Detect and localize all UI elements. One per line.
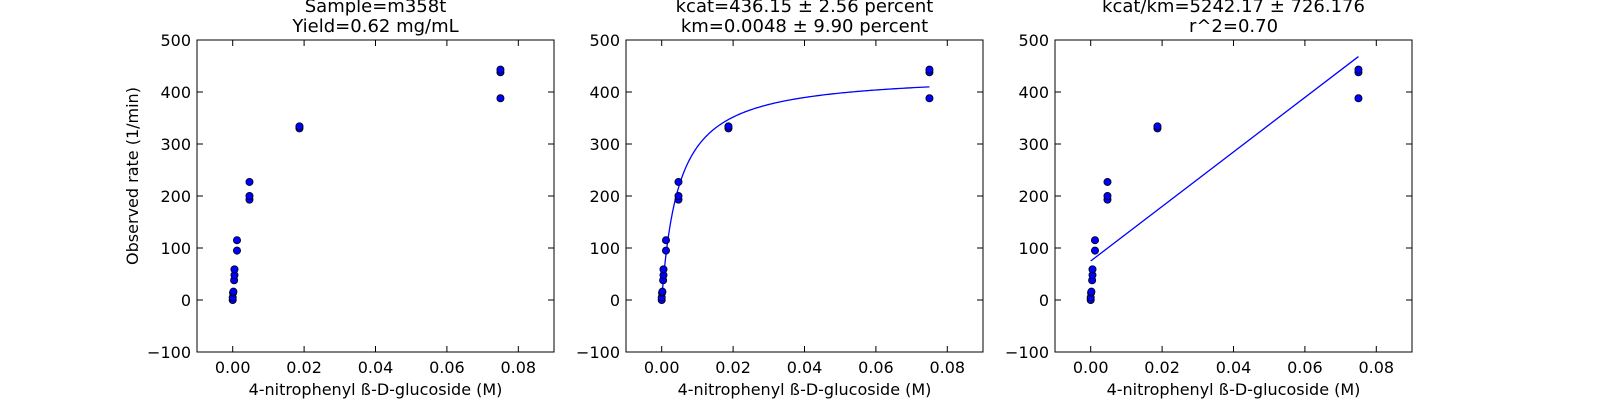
x-tick-label: 0.02 — [1144, 358, 1180, 377]
x-tick-label: 0.00 — [1073, 358, 1109, 377]
y-tick-label: −100 — [576, 343, 620, 362]
x-tick-label: 0.06 — [1287, 358, 1323, 377]
data-point — [1087, 287, 1096, 296]
chart-panel-2: 0.00 0.02 0.04 0.06 0.08 −100 0 100 200 300 400 500… — [576, 0, 984, 399]
data-point — [658, 287, 667, 296]
data-point — [245, 191, 254, 200]
x-tick-label: 0.08 — [500, 358, 536, 377]
data-point — [925, 65, 934, 74]
chart-title-line-1: kcat=436.15 ± 2.56 percent — [676, 0, 934, 17]
data-point — [245, 177, 254, 186]
data-point — [232, 246, 241, 255]
data-point — [496, 94, 505, 103]
y-tick-label: 200 — [1018, 187, 1049, 206]
fit-line — [661, 86, 930, 301]
y-tick-label: 0 — [181, 291, 191, 310]
x-tick-label: 0.00 — [215, 358, 251, 377]
plot-frame — [196, 39, 555, 353]
data-point — [295, 122, 304, 131]
data-point — [1354, 65, 1363, 74]
x-tick-label: 0.08 — [1358, 358, 1394, 377]
data-point — [1153, 122, 1162, 131]
y-tick-label: −100 — [147, 343, 191, 362]
x-axis-label: 4-nitrophenyl ß-D-glucoside (M) — [249, 380, 503, 399]
data-point — [1103, 191, 1112, 200]
x-tick-label: 0.00 — [644, 358, 680, 377]
data-point — [674, 177, 683, 186]
x-axis-label: 4-nitrophenyl ß-D-glucoside (M) — [1107, 380, 1361, 399]
data-point — [661, 246, 670, 255]
chart-title-line-2: r^2=0.70 — [1189, 16, 1278, 37]
x-tick-label: 0.06 — [858, 358, 894, 377]
chart-title-line-1: kcat/km=5242.17 ± 726.176 — [1102, 0, 1365, 17]
y-tick-label: 100 — [589, 239, 620, 258]
y-tick-label: 100 — [1018, 239, 1049, 258]
data-point — [661, 236, 670, 245]
data-point — [674, 191, 683, 200]
plot-frame — [1054, 39, 1413, 353]
y-tick-label: 500 — [589, 31, 620, 50]
y-tick-label: 400 — [589, 83, 620, 102]
data-point — [925, 94, 934, 103]
data-point — [1088, 265, 1097, 274]
y-tick-label: −100 — [1005, 343, 1049, 362]
y-tick-label: 100 — [160, 239, 191, 258]
chart-title-line-2: Yield=0.62 mg/mL — [291, 16, 458, 37]
y-tick-label: 500 — [1018, 31, 1049, 50]
y-tick-label: 400 — [160, 83, 191, 102]
y-tick-label: 0 — [610, 291, 620, 310]
y-tick-label: 0 — [1039, 291, 1049, 310]
x-tick-label: 0.08 — [929, 358, 965, 377]
data-point — [1090, 246, 1099, 255]
x-tick-label: 0.02 — [286, 358, 322, 377]
data-point — [496, 65, 505, 74]
chart-panel-1: 0.00 0.02 0.04 0.06 0.08 −100 0 100 200 300 400 500… — [123, 0, 555, 399]
data-point — [1103, 177, 1112, 186]
y-tick-label: 400 — [1018, 83, 1049, 102]
y-tick-label: 200 — [589, 187, 620, 206]
x-tick-label: 0.04 — [1216, 358, 1252, 377]
data-point — [1090, 236, 1099, 245]
y-tick-label: 300 — [589, 135, 620, 154]
chart-title-line-1: Sample=m358t — [305, 0, 447, 17]
fit-line — [1090, 56, 1359, 262]
y-tick-label: 500 — [160, 31, 191, 50]
y-tick-label: 300 — [1018, 135, 1049, 154]
data-point — [230, 265, 239, 274]
data-point — [232, 236, 241, 245]
data-point — [724, 122, 733, 131]
y-axis-label: Observed rate (1/min) — [123, 87, 142, 265]
y-tick-label: 300 — [160, 135, 191, 154]
x-axis-label: 4-nitrophenyl ß-D-glucoside (M) — [678, 380, 932, 399]
data-point — [229, 287, 238, 296]
plot-frame — [625, 39, 984, 353]
chart-title-line-2: km=0.0048 ± 9.90 percent — [681, 16, 928, 37]
chart-panel-3: 0.00 0.02 0.04 0.06 0.08 −100 0 100 200 300 400 500… — [1005, 0, 1413, 399]
x-tick-label: 0.06 — [429, 358, 465, 377]
x-tick-label: 0.04 — [787, 358, 823, 377]
data-point — [1354, 94, 1363, 103]
y-tick-label: 200 — [160, 187, 191, 206]
x-tick-label: 0.04 — [358, 358, 394, 377]
data-point — [659, 265, 668, 274]
x-tick-label: 0.02 — [715, 358, 751, 377]
